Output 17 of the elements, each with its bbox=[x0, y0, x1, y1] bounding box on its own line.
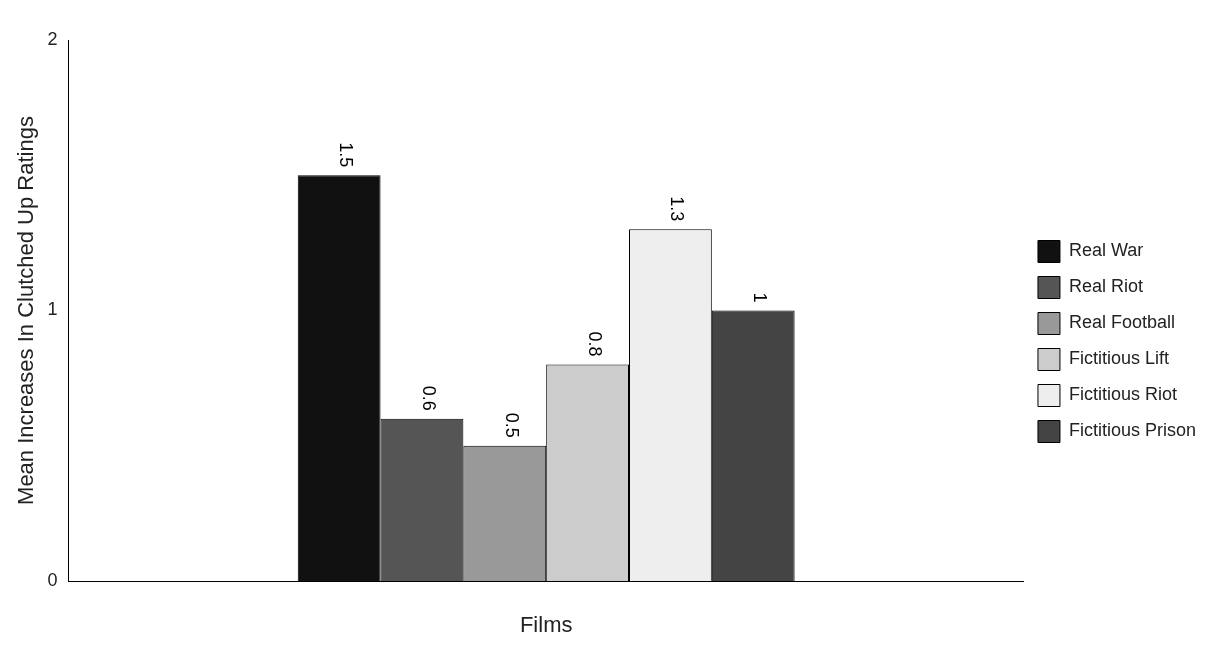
data-label: 1.5 bbox=[336, 142, 357, 168]
y-tick-label: 0 bbox=[47, 569, 58, 590]
legend-label: Fictitious Lift bbox=[1068, 348, 1169, 369]
legend-label: Real Riot bbox=[1068, 276, 1143, 297]
legend-label: Real Football bbox=[1068, 312, 1176, 333]
data-label: 1.3 bbox=[667, 196, 688, 222]
data-label: 0.6 bbox=[419, 385, 439, 411]
legend-label: Fictitious Riot bbox=[1068, 384, 1177, 405]
data-label: 0.5 bbox=[501, 412, 522, 438]
y-axis-title: Mean Increases In Clutched Up Ratings bbox=[13, 116, 39, 505]
y-tick-label: 1 bbox=[47, 299, 58, 320]
y-tick-label: 2 bbox=[47, 28, 58, 49]
legend-label: Fictitious Prison bbox=[1068, 420, 1197, 441]
x-axis-title: Films bbox=[519, 611, 573, 637]
legend-label: Real War bbox=[1068, 240, 1144, 261]
data-label: 1 bbox=[750, 292, 771, 303]
data-label: 0.8 bbox=[584, 331, 605, 357]
